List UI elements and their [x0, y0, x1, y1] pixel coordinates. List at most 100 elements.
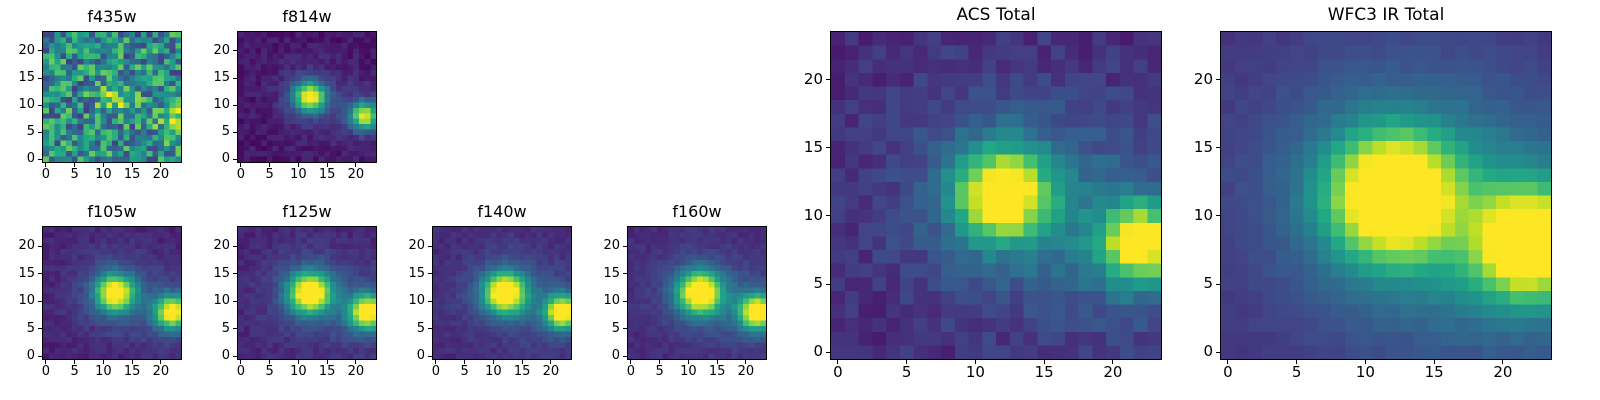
y-tick-mark [1216, 283, 1220, 285]
x-tick-mark [1502, 360, 1504, 364]
y-tick-label: 15 [1193, 137, 1213, 156]
x-tick-mark [464, 360, 466, 364]
y-tick-label: 20 [213, 42, 230, 58]
y-tick-mark [38, 328, 42, 330]
y-tick-label: 20 [213, 238, 230, 254]
heatmap-image-wfc3-ir-total [1221, 32, 1551, 359]
y-tick-label: 15 [408, 265, 425, 281]
y-tick-mark [233, 131, 237, 133]
y-tick-mark [38, 158, 42, 160]
y-tick-label: 5 [26, 124, 35, 140]
x-tick-label: 10 [680, 364, 697, 379]
x-tick-label: 10 [290, 364, 307, 379]
y-tick-label: 15 [213, 265, 230, 281]
y-tick-mark [233, 104, 237, 106]
y-tick-mark [623, 328, 627, 330]
y-tick-label: 0 [221, 151, 230, 167]
x-tick-mark [355, 360, 357, 364]
y-tick-label: 10 [408, 293, 425, 309]
y-tick-mark [233, 328, 237, 330]
x-tick-mark [1043, 360, 1045, 364]
x-tick-label: 0 [1223, 363, 1233, 381]
panel-title: f105w [87, 202, 137, 221]
y-tick-mark [233, 50, 237, 52]
y-tick-label: 0 [611, 348, 620, 364]
x-tick-mark [131, 360, 133, 364]
x-tick-mark [906, 360, 908, 364]
y-tick-mark [428, 355, 432, 357]
x-tick-mark [492, 360, 494, 364]
panel-title: f160w [672, 202, 722, 221]
x-tick-label: 20 [152, 167, 170, 182]
y-tick-mark [428, 328, 432, 330]
y-tick-mark [38, 300, 42, 302]
y-tick-label: 0 [813, 342, 823, 361]
y-tick-mark [1216, 147, 1220, 149]
y-tick-mark [233, 273, 237, 275]
y-tick-mark [1216, 215, 1220, 217]
y-tick-mark [233, 77, 237, 79]
y-tick-label: 10 [18, 97, 35, 113]
heatmap-image-f105w [43, 227, 181, 359]
y-tick-mark [233, 355, 237, 357]
x-tick-mark [326, 360, 328, 364]
heatmap-image-acs-total [831, 32, 1161, 359]
x-tick-mark [45, 163, 47, 167]
x-tick-label: 5 [460, 364, 469, 379]
x-tick-label: 20 [737, 364, 755, 379]
y-tick-mark [38, 104, 42, 106]
y-tick-label: 20 [408, 238, 425, 254]
x-tick-mark [687, 360, 689, 364]
y-tick-label: 10 [213, 97, 230, 113]
x-tick-label: 15 [123, 167, 141, 182]
x-tick-mark [160, 163, 162, 167]
y-tick-mark [1216, 351, 1220, 353]
x-tick-label: 20 [152, 364, 170, 379]
heatmap-panel-f160w: f160w 0 5 10 15 20 0 5 10 15 20 [603, 202, 767, 378]
x-tick-label: 10 [95, 167, 112, 182]
y-tick-label: 15 [18, 265, 35, 281]
y-tick-label: 0 [26, 151, 35, 167]
panel-title: f140w [477, 202, 527, 221]
x-tick-label: 20 [347, 364, 365, 379]
heatmap-image-f435w [43, 32, 181, 162]
y-tick-label: 5 [416, 320, 425, 336]
y-tick-mark [38, 131, 42, 133]
x-tick-label: 20 [542, 364, 560, 379]
y-tick-mark [826, 215, 830, 217]
x-tick-label: 5 [1291, 363, 1302, 381]
y-tick-mark [233, 245, 237, 247]
x-tick-mark [1227, 360, 1229, 364]
x-tick-mark [240, 360, 242, 364]
heatmap-image-f140w [433, 227, 571, 359]
x-tick-mark [1364, 360, 1366, 364]
heatmap-panel-f814w: f814w 0 5 10 15 20 0 5 10 15 20 [213, 7, 377, 181]
y-tick-label: 10 [603, 293, 620, 309]
x-tick-mark [837, 360, 839, 364]
x-tick-mark [74, 360, 76, 364]
x-tick-label: 0 [833, 363, 843, 381]
y-tick-mark [38, 77, 42, 79]
x-tick-label: 0 [626, 364, 636, 379]
x-tick-label: 15 [513, 364, 531, 379]
heatmap-panel-f435w: f435w 0 5 10 15 20 0 5 10 15 20 [18, 7, 182, 181]
y-tick-label: 20 [603, 238, 620, 254]
x-tick-mark [550, 360, 552, 364]
y-tick-mark [38, 50, 42, 52]
x-tick-mark [160, 360, 162, 364]
x-tick-label: 5 [70, 364, 79, 379]
y-tick-mark [826, 351, 830, 353]
y-tick-label: 5 [26, 320, 35, 336]
y-tick-label: 20 [803, 69, 823, 88]
x-tick-label: 0 [236, 167, 246, 182]
x-tick-label: 0 [431, 364, 441, 379]
x-tick-mark [297, 163, 299, 167]
y-tick-label: 0 [221, 348, 230, 364]
y-tick-label: 10 [18, 293, 35, 309]
x-tick-label: 15 [1424, 363, 1444, 381]
x-tick-label: 5 [265, 167, 274, 182]
x-tick-mark [45, 360, 47, 364]
x-tick-label: 5 [901, 363, 912, 381]
x-tick-label: 20 [1103, 363, 1123, 381]
heatmap-image-f160w [628, 227, 766, 359]
